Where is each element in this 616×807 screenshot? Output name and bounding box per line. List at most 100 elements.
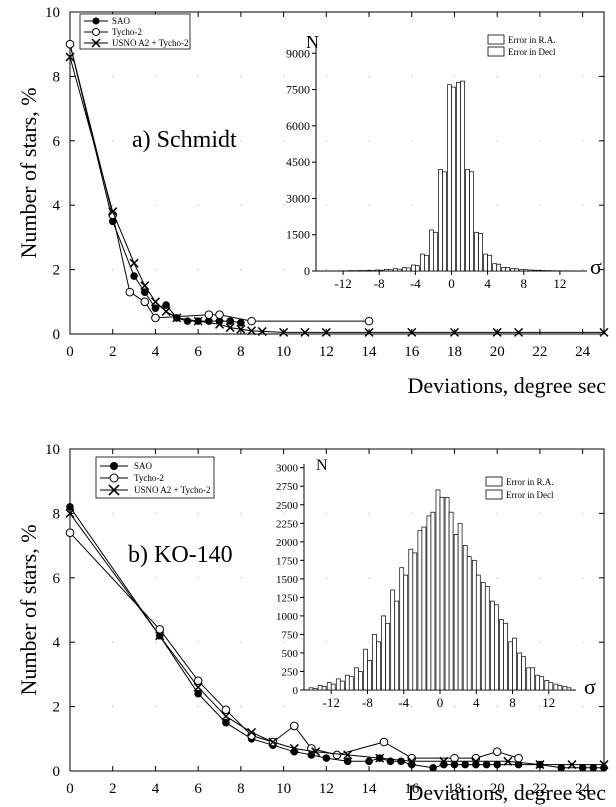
data-point bbox=[322, 754, 331, 762]
data-point bbox=[407, 756, 417, 766]
panel-a-legend-label-tycho: Tycho-2 bbox=[112, 27, 142, 37]
grid-dot bbox=[112, 75, 114, 77]
inset-bar-decl bbox=[387, 269, 393, 272]
data-point bbox=[257, 326, 267, 336]
x-tick-label: 18 bbox=[447, 781, 462, 797]
inset-bar-decl bbox=[514, 268, 520, 272]
x-tick-label: 8 bbox=[237, 344, 245, 360]
grid-dot bbox=[197, 140, 199, 142]
panel-a-xlabel: Deviations, degree sec bbox=[407, 373, 606, 398]
y-tick-label: 8 bbox=[53, 69, 61, 85]
grid-dot bbox=[411, 75, 413, 77]
inset-bar-decl bbox=[439, 496, 445, 691]
grid-dot bbox=[154, 641, 157, 643]
data-point bbox=[471, 756, 481, 766]
grid-dot bbox=[283, 269, 285, 271]
data-point bbox=[140, 297, 150, 307]
grid-dot bbox=[368, 269, 370, 271]
data-point bbox=[397, 757, 405, 766]
data-point bbox=[364, 327, 374, 337]
data-point bbox=[450, 760, 459, 769]
panel-a-inset-legend-label-ra: Error in R.A. bbox=[508, 35, 556, 45]
grid-dot bbox=[240, 577, 242, 579]
grid-dot bbox=[197, 577, 199, 579]
y-tick-label: 2 bbox=[53, 263, 61, 279]
y-tick-label: 4 bbox=[53, 198, 61, 214]
grid-dot bbox=[112, 641, 114, 643]
grid-dot bbox=[325, 706, 327, 708]
series-line bbox=[69, 506, 604, 769]
inset-bar-decl bbox=[412, 552, 418, 691]
inset-bar-ra bbox=[372, 634, 377, 691]
data-point bbox=[557, 763, 566, 772]
grid-dot bbox=[582, 641, 584, 643]
x-tick-label: 6 bbox=[194, 781, 202, 797]
panel-a-legend-marker-tycho bbox=[92, 28, 100, 36]
y-tick-label: 4 bbox=[53, 635, 61, 651]
x-tick-label: 8 bbox=[237, 781, 245, 797]
inset-bar-decl bbox=[369, 270, 375, 272]
x-tick-label: 10 bbox=[276, 344, 291, 360]
inset-bar-decl bbox=[385, 622, 390, 691]
panel-b-inset-legend-label-ra: Error in R.A. bbox=[506, 477, 554, 487]
data-point bbox=[151, 313, 160, 323]
inset-bar-decl bbox=[376, 641, 381, 691]
data-point bbox=[599, 760, 609, 770]
data-point bbox=[150, 297, 160, 307]
grid-dot bbox=[240, 269, 242, 271]
inset-bar-decl bbox=[460, 80, 465, 272]
y-tick-label: 0 bbox=[53, 764, 61, 780]
grid-dot bbox=[197, 706, 199, 708]
inset-bar-ra bbox=[562, 685, 568, 691]
grid-dot bbox=[496, 577, 498, 579]
inset-y-tick-label: 1750 bbox=[276, 555, 299, 567]
inset-bar-decl bbox=[348, 676, 354, 691]
data-point bbox=[482, 760, 491, 769]
data-point bbox=[140, 288, 149, 296]
panel-a-inset-legend-swatch-ra bbox=[487, 34, 505, 45]
grid-dot bbox=[283, 577, 285, 579]
inset-bar-ra bbox=[526, 667, 532, 691]
inset-bar-decl bbox=[403, 574, 409, 691]
panel-a-legend-label-usno: USNO A2 + Tycho-2 bbox=[112, 38, 189, 48]
inset-x-tick-label: -12 bbox=[323, 695, 340, 710]
inset-bar-decl bbox=[339, 680, 345, 691]
inset-bar-ra bbox=[508, 641, 513, 691]
inset-bar-decl bbox=[330, 683, 336, 691]
inset-bar-ra bbox=[363, 648, 368, 691]
inset-bar-ra bbox=[408, 548, 414, 691]
x-tick-label: 24 bbox=[575, 781, 591, 797]
data-point bbox=[130, 272, 138, 280]
x-tick-label: 22 bbox=[532, 781, 547, 797]
grid-dot bbox=[539, 512, 541, 515]
data-point bbox=[172, 313, 182, 323]
grid-dot bbox=[368, 641, 370, 643]
grid-dot bbox=[325, 269, 327, 271]
inset-bar-decl bbox=[457, 522, 463, 691]
grid-dot bbox=[325, 204, 327, 206]
grid-dot bbox=[283, 512, 285, 515]
panel-a-inset-ylabel: N bbox=[306, 32, 319, 52]
y-tick-label: 10 bbox=[45, 442, 60, 458]
inset-y-tick-label: 3000 bbox=[276, 463, 299, 475]
grid-dot bbox=[582, 512, 584, 515]
data-point bbox=[300, 327, 310, 337]
inset-x-tick-label: 12 bbox=[542, 695, 555, 710]
data-point bbox=[514, 753, 523, 763]
grid-dot bbox=[582, 75, 584, 77]
inset-bar-decl bbox=[405, 267, 411, 272]
grid-dot bbox=[496, 204, 498, 206]
grid-dot bbox=[325, 512, 327, 515]
panel-a-inset-xlabel: σ bbox=[590, 254, 602, 279]
data-point bbox=[221, 711, 231, 721]
grid-dot bbox=[240, 641, 242, 643]
x-tick-label: 2 bbox=[109, 781, 117, 797]
data-point bbox=[226, 317, 234, 325]
data-point bbox=[311, 747, 321, 757]
grid-dot bbox=[240, 204, 242, 206]
grid-dot bbox=[197, 204, 199, 206]
data-point bbox=[364, 316, 374, 326]
